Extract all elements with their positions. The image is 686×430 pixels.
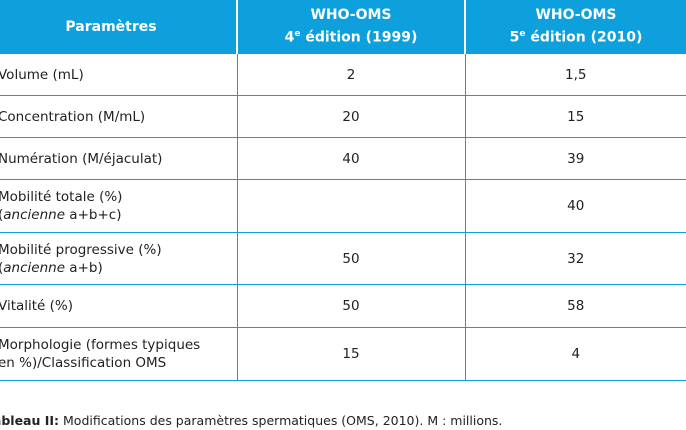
row-label-rest: a+b) bbox=[65, 259, 103, 276]
row-value-5th: 40 bbox=[465, 179, 686, 233]
table-row: Vitalité (%) 50 58 bbox=[0, 284, 686, 328]
table-row: Mobilité totale (%) (ancienne a+b+c) 40 bbox=[0, 179, 686, 233]
row-label-open: ( bbox=[0, 260, 3, 276]
row-value-4th: 50 bbox=[237, 232, 466, 285]
header-who-4-ed-rest: édition (1999) bbox=[300, 29, 418, 46]
table-header-row: Paramètres WHO-OMS 4e édition (1999) WHO… bbox=[0, 0, 686, 54]
row-label-line2: en %)/Classification OMS bbox=[0, 355, 167, 371]
header-who-4-ed-num: 4 bbox=[284, 29, 295, 46]
header-who-5th-edition: WHO-OMS 5e édition (2010) bbox=[465, 0, 686, 54]
row-value-5th: 32 bbox=[465, 232, 686, 285]
header-who-5-ed-rest: édition (2010) bbox=[525, 29, 643, 46]
row-value-5th: 1,5 bbox=[465, 54, 686, 96]
row-value-4th: 40 bbox=[237, 137, 466, 180]
row-label-italic: ancienne bbox=[3, 259, 66, 276]
header-who-5-ed-sup: e bbox=[519, 29, 526, 40]
table-row: Volume (mL) 2 1,5 bbox=[0, 54, 686, 96]
table-row: Mobilité progressive (%) (ancienne a+b) … bbox=[0, 232, 686, 285]
row-label: Numération (M/éjaculat) bbox=[0, 137, 238, 180]
row-value-4th: 50 bbox=[237, 284, 466, 328]
row-value-4th bbox=[237, 179, 466, 233]
row-label-open: ( bbox=[0, 207, 3, 223]
row-label-italic: ancienne bbox=[3, 207, 66, 223]
header-parametres: Paramètres bbox=[0, 0, 238, 54]
row-value-4th: 2 bbox=[237, 54, 466, 96]
caption-text: Modifications des paramètres spermatique… bbox=[59, 413, 503, 428]
parameters-table: Paramètres WHO-OMS 4e édition (1999) WHO… bbox=[0, 0, 686, 381]
row-label: Mobilité progressive (%) (ancienne a+b) bbox=[0, 232, 238, 285]
row-label-line1: Mobilité progressive (%) bbox=[0, 241, 162, 258]
row-value-5th: 4 bbox=[465, 327, 686, 381]
row-value-5th: 39 bbox=[465, 137, 686, 180]
row-value-5th: 15 bbox=[465, 95, 686, 138]
header-who-4-ed-sup: e bbox=[294, 29, 301, 40]
table-caption: Tableau II: Modifications des paramètres… bbox=[0, 413, 502, 429]
row-label: Concentration (M/mL) bbox=[0, 95, 238, 138]
row-value-4th: 15 bbox=[237, 327, 466, 381]
row-label: Volume (mL) bbox=[0, 54, 238, 96]
row-value-4th: 20 bbox=[237, 95, 466, 138]
row-label-rest: a+b+c) bbox=[65, 207, 122, 223]
table-row: Morphologie (formes typiques en %)/Class… bbox=[0, 327, 686, 381]
table-row: Concentration (M/mL) 20 15 bbox=[0, 95, 686, 138]
caption-label: Tableau II: bbox=[0, 413, 60, 428]
header-who-4-line1: WHO-OMS bbox=[310, 7, 392, 24]
table-container: Paramètres WHO-OMS 4e édition (1999) WHO… bbox=[0, 0, 686, 381]
row-label-line1: Morphologie (formes typiques bbox=[0, 337, 201, 353]
table-row: Numération (M/éjaculat) 40 39 bbox=[0, 137, 686, 180]
row-label: Morphologie (formes typiques en %)/Class… bbox=[0, 327, 238, 381]
row-label-line1: Mobilité totale (%) bbox=[0, 189, 123, 205]
row-label: Vitalité (%) bbox=[0, 284, 238, 328]
row-label: Mobilité totale (%) (ancienne a+b+c) bbox=[0, 179, 238, 233]
header-who-5-line1: WHO-OMS bbox=[535, 7, 617, 24]
row-value-5th: 58 bbox=[465, 284, 686, 328]
header-who-4th-edition: WHO-OMS 4e édition (1999) bbox=[237, 0, 466, 54]
header-who-5-ed-num: 5 bbox=[509, 29, 520, 46]
